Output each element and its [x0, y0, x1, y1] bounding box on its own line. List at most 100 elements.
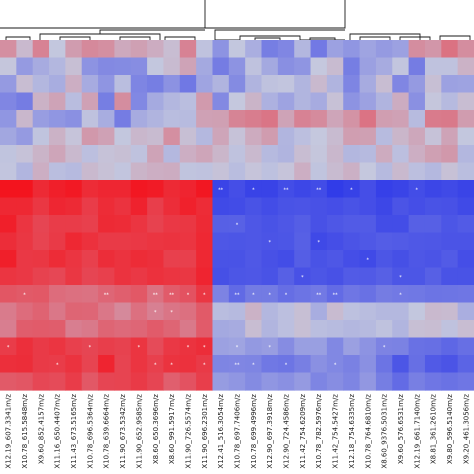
heatmap-cell	[196, 250, 214, 269]
heatmap-cell	[359, 57, 377, 76]
heatmap-cell	[212, 267, 230, 286]
heatmap-cell	[114, 92, 132, 111]
heatmap-cell	[441, 232, 459, 251]
heatmap-cell	[408, 180, 426, 199]
heatmap-cell	[179, 250, 197, 269]
heatmap-cell	[130, 232, 148, 251]
heatmap-cell	[245, 302, 263, 321]
heatmap-cell	[98, 372, 116, 391]
heatmap-cell	[245, 372, 263, 391]
dendrogram-branch	[5, 36, 31, 40]
heatmap-cell	[441, 320, 459, 339]
dendrogram-branch	[214, 29, 345, 40]
dendrogram-branch	[359, 36, 391, 40]
heatmap-cell	[179, 267, 197, 286]
heatmap-cell	[114, 40, 132, 59]
heatmap-cell	[424, 267, 442, 286]
heatmap-cell	[343, 267, 361, 286]
heatmap-cell	[163, 215, 181, 234]
heatmap-cell	[441, 75, 459, 94]
significance-marker: *	[285, 292, 288, 298]
heatmap-cell	[277, 355, 295, 374]
heatmap-cell	[441, 197, 459, 216]
heatmap-cell	[65, 75, 83, 94]
heatmap-cell	[147, 232, 165, 251]
heatmap-cell	[130, 75, 148, 94]
heatmap-cell	[261, 92, 279, 111]
heatmap-cell	[392, 372, 410, 391]
heatmap-cell	[424, 285, 442, 304]
heatmap-cell	[163, 110, 181, 129]
heatmap-cell	[163, 127, 181, 146]
heatmap-cell	[130, 215, 148, 234]
heatmap-cell	[294, 320, 312, 339]
significance-marker: *	[236, 345, 239, 351]
heatmap-cell	[163, 40, 181, 59]
heatmap-cell	[179, 215, 197, 234]
column-label: X9.20_461.3056m/z	[462, 394, 470, 464]
heatmap-cell	[310, 372, 328, 391]
heatmap-cell	[49, 145, 66, 164]
heatmap-cell	[245, 145, 263, 164]
heatmap-cell	[310, 127, 328, 146]
significance-marker: *	[170, 362, 173, 368]
heatmap-cell	[375, 40, 393, 59]
heatmap-cell	[49, 75, 66, 94]
heatmap-cell	[65, 267, 83, 286]
heatmap-cell	[65, 180, 83, 199]
heatmap-cell	[16, 180, 34, 199]
heatmap-cell	[114, 180, 132, 199]
heatmap-cell	[326, 145, 344, 164]
heatmap-cell	[326, 180, 344, 199]
heatmap-cell	[245, 232, 263, 251]
heatmap-cell	[261, 180, 279, 199]
heatmap-cell	[261, 145, 279, 164]
heatmap-cell	[32, 285, 50, 304]
heatmap-cell	[408, 337, 426, 356]
dendrogram-branch	[399, 36, 431, 40]
column-label: X12.18_754.6335m/z	[348, 394, 356, 469]
heatmap-cell	[392, 232, 410, 251]
heatmap-cell	[212, 127, 230, 146]
heatmap-cell	[49, 285, 66, 304]
heatmap-cell	[392, 320, 410, 339]
heatmap-cell	[343, 355, 361, 374]
heatmap-cell	[0, 372, 17, 391]
column-label: X10.78_764.6810m/z	[364, 394, 372, 469]
heatmap-cell	[196, 372, 214, 391]
heatmap-cell	[359, 320, 377, 339]
heatmap-cell	[261, 162, 279, 181]
heatmap-cell	[310, 320, 328, 339]
significance-marker: **	[316, 292, 322, 298]
heatmap-cell	[326, 197, 344, 216]
heatmap-cell	[49, 250, 66, 269]
heatmap-cell	[277, 215, 295, 234]
heatmap-cell	[359, 355, 377, 374]
heatmap-cell	[277, 110, 295, 129]
heatmap-cell	[32, 232, 50, 251]
heatmap-cell	[196, 197, 214, 216]
column-label: X11.90_696.2301m/z	[201, 394, 209, 469]
heatmap-cell	[457, 40, 474, 59]
heatmap-cell	[245, 40, 263, 59]
heatmap-cell	[81, 320, 99, 339]
heatmap-cell	[130, 355, 148, 374]
heatmap-cell	[32, 355, 50, 374]
heatmap-cell	[212, 75, 230, 94]
heatmap-cell	[196, 302, 214, 321]
heatmap-cell	[114, 250, 132, 269]
heatmap-cell	[32, 337, 50, 356]
heatmap-cell	[32, 267, 50, 286]
heatmap-cell	[147, 75, 165, 94]
heatmap-cell	[81, 57, 99, 76]
column-label: X12.41_516.3054m/z	[217, 394, 225, 469]
heatmap-cell	[457, 215, 474, 234]
significance-marker: *	[268, 345, 271, 351]
heatmap-cell	[326, 267, 344, 286]
heatmap-cell	[98, 267, 116, 286]
heatmap-cell	[343, 215, 361, 234]
heatmap-cell	[457, 250, 474, 269]
column-label: X11.16_650.4407m/z	[54, 394, 62, 469]
heatmap-cell	[98, 197, 116, 216]
heatmap-cell	[49, 180, 66, 199]
